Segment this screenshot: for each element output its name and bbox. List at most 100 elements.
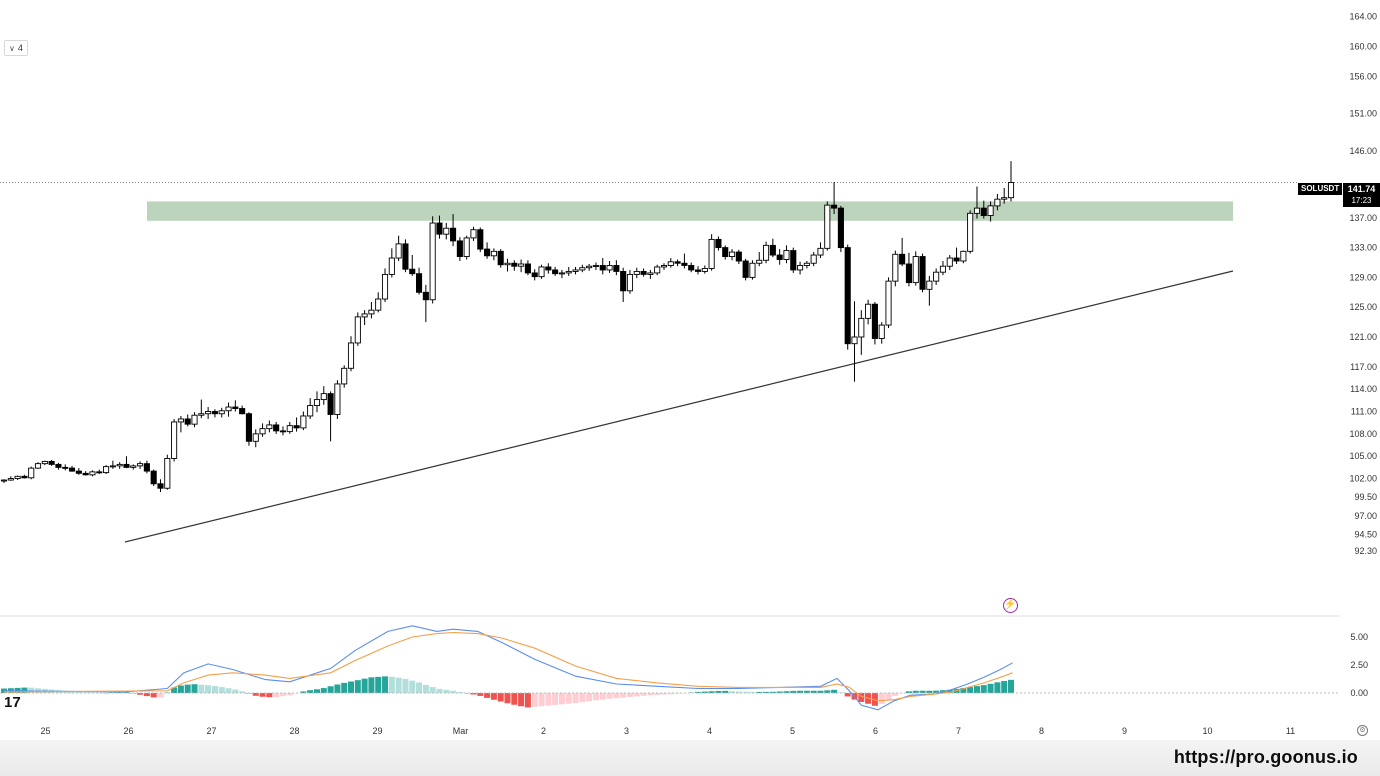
- histogram-bar: [647, 693, 654, 696]
- candle: [960, 250, 967, 264]
- candle: [436, 215, 443, 239]
- candle: [640, 268, 647, 277]
- time-tick-label: 2: [541, 726, 546, 736]
- histogram-bar: [511, 693, 518, 705]
- candle: [470, 226, 477, 241]
- histogram-bar: [225, 688, 232, 693]
- price-tick-label: 146.00: [1349, 146, 1377, 156]
- histogram-bar: [286, 693, 293, 696]
- candle: [817, 242, 824, 259]
- histogram-bar: [973, 686, 980, 693]
- candle: [286, 421, 293, 434]
- candle: [1001, 188, 1008, 204]
- candle: [347, 336, 355, 372]
- candle: [456, 237, 463, 262]
- candle: [388, 248, 395, 278]
- price-axis[interactable]: 164.00160.00156.00151.00146.00141.00137.…: [1349, 12, 1377, 556]
- candle: [531, 269, 538, 281]
- candle: [313, 391, 321, 413]
- candle: [1007, 161, 1015, 202]
- candle: [763, 241, 770, 264]
- time-tick-label: 7: [956, 726, 961, 736]
- histogram-bar: [198, 684, 205, 693]
- time-tick-label: 29: [372, 726, 382, 736]
- histogram-bar: [300, 691, 307, 693]
- candle: [123, 456, 130, 469]
- histogram-bar: [763, 691, 770, 693]
- price-tick-label: 108.00: [1349, 429, 1377, 439]
- histogram-bar: [960, 687, 967, 693]
- histogram-bar: [409, 680, 416, 693]
- candle: [429, 216, 436, 304]
- price-tick-label: 151.00: [1349, 109, 1377, 119]
- histogram-bar: [429, 687, 436, 693]
- price-tick-label: 94.50: [1354, 529, 1377, 539]
- candle: [205, 407, 212, 419]
- lightning-icon[interactable]: ⚡: [1003, 598, 1018, 613]
- histogram-bar: [722, 690, 729, 693]
- candle: [239, 405, 246, 415]
- histogram-bar: [899, 693, 906, 694]
- histogram-bar: [341, 682, 348, 693]
- time-tick-label: 26: [123, 726, 133, 736]
- ascending-trendline: [124, 270, 1234, 543]
- histogram-bar: [797, 690, 804, 693]
- candle: [980, 200, 987, 219]
- price-tick-label: 99.50: [1354, 492, 1377, 502]
- candle: [912, 251, 919, 286]
- histogram-bar: [177, 685, 184, 693]
- histogram-bar: [810, 690, 817, 693]
- histogram-bar: [1, 688, 7, 693]
- candle: [300, 411, 307, 431]
- candle: [660, 263, 668, 270]
- histogram-bar: [252, 693, 259, 696]
- candle: [307, 398, 314, 419]
- resistance-zone: [147, 201, 1233, 221]
- histogram-bar: [640, 693, 647, 696]
- time-tick-label: 4: [707, 726, 712, 736]
- time-axis[interactable]: 25 26 27 28 29 Mar 2 3 4 5 6 7 8 9 10 11: [40, 726, 1295, 736]
- candle: [75, 468, 82, 475]
- price-tick-label: 129.00: [1349, 272, 1377, 282]
- histogram-bar: [606, 693, 613, 699]
- time-tick-label: 11: [1286, 726, 1295, 736]
- candle: [89, 470, 96, 477]
- histogram-bar: [858, 693, 865, 702]
- histogram-bar: [919, 690, 926, 693]
- histogram-bar: [735, 691, 742, 693]
- histogram-bar: [518, 693, 525, 707]
- gear-icon[interactable]: ⚙: [1357, 725, 1368, 736]
- candle: [62, 464, 69, 471]
- histogram-bar: [552, 693, 559, 705]
- bar-countdown: 17:23: [1351, 196, 1372, 205]
- candle: [0, 479, 8, 484]
- histogram-bar: [742, 691, 749, 693]
- histogram-bar: [599, 693, 606, 700]
- candle: [538, 264, 545, 279]
- indicator-badge[interactable]: ∨ 4: [4, 40, 28, 56]
- candle: [524, 260, 531, 276]
- candle: [354, 312, 361, 346]
- candle: [191, 412, 198, 428]
- histogram-bar: [538, 693, 545, 707]
- candle: [633, 267, 640, 279]
- candle: [415, 267, 423, 295]
- candle: [137, 461, 144, 469]
- histogram-bar: [368, 677, 375, 693]
- histogram-bar: [436, 688, 443, 693]
- candle: [41, 460, 48, 466]
- candle: [926, 275, 933, 306]
- candle: [157, 479, 164, 492]
- candle: [116, 462, 123, 469]
- time-tick-label: 9: [1122, 726, 1127, 736]
- histogram-bar: [783, 691, 790, 693]
- candle: [443, 223, 450, 240]
- candle: [797, 261, 804, 275]
- histogram-bar: [626, 693, 633, 697]
- badge-count: 4: [17, 43, 23, 53]
- time-tick-label: 6: [873, 726, 878, 736]
- price-tick-label: 164.00: [1349, 12, 1377, 22]
- histogram-bar: [69, 691, 76, 693]
- candle: [96, 469, 103, 475]
- candle: [198, 399, 205, 419]
